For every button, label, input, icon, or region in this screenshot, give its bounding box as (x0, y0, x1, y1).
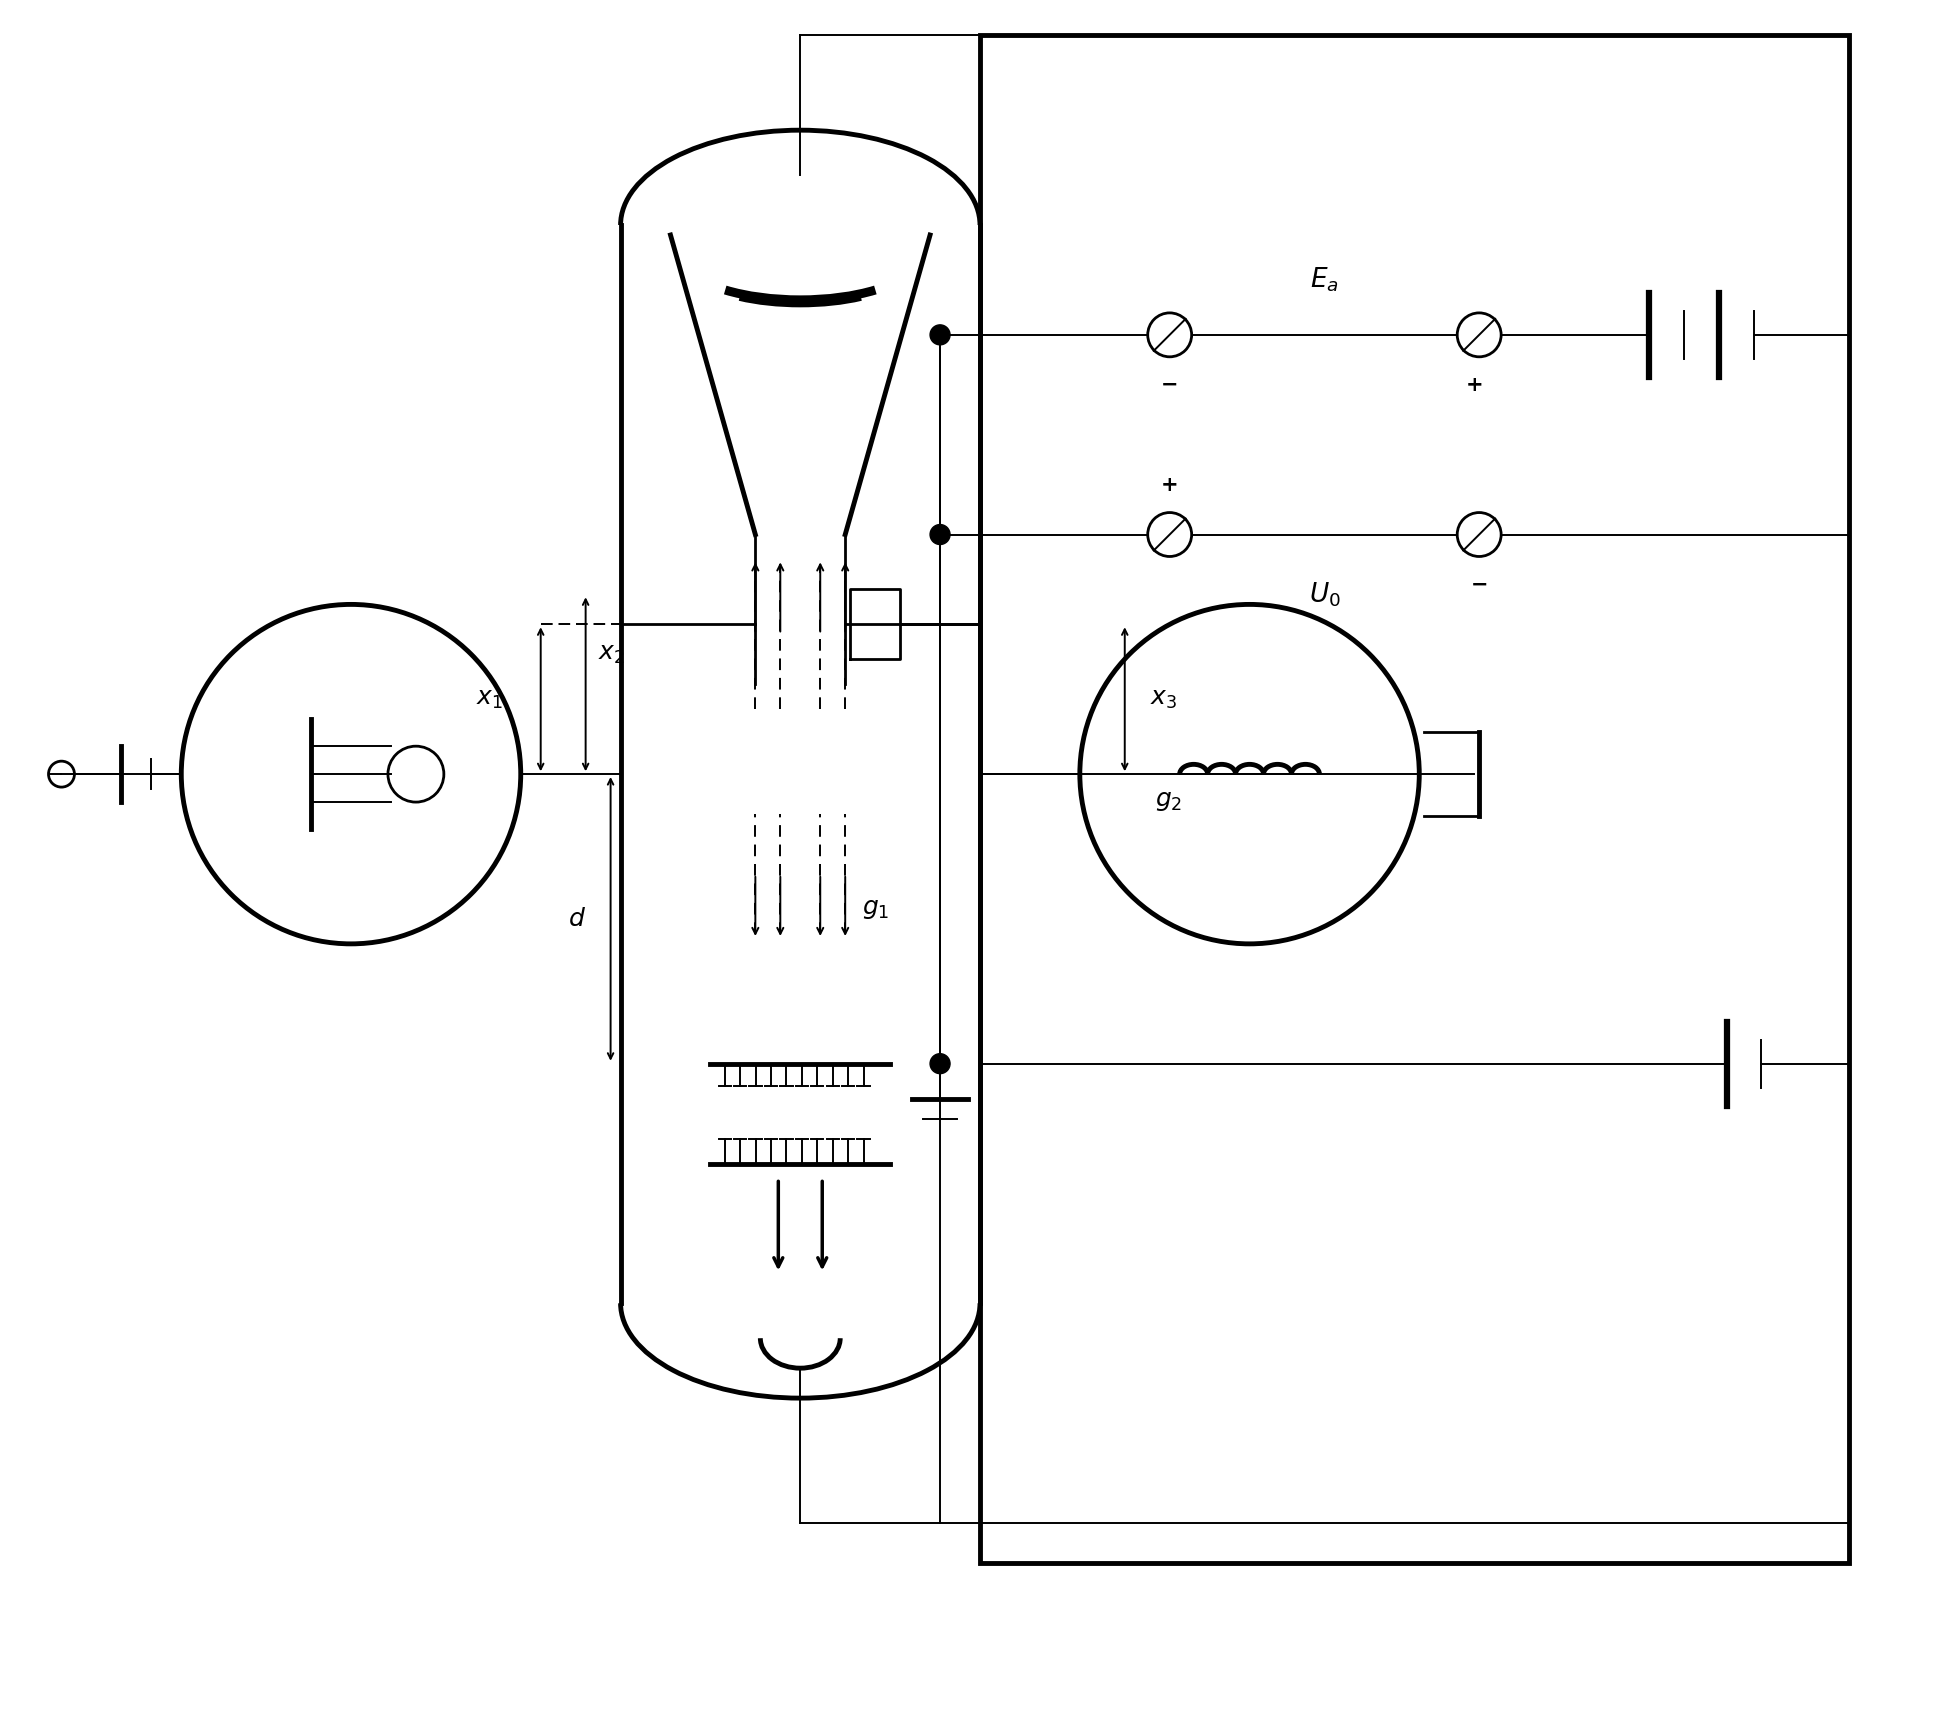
Text: −: − (1470, 574, 1488, 595)
Circle shape (931, 524, 950, 545)
Text: $U_0$: $U_0$ (1308, 579, 1340, 608)
Text: $g_1$: $g_1$ (863, 896, 890, 920)
Circle shape (931, 326, 950, 345)
Text: $g_2$: $g_2$ (1155, 788, 1182, 812)
Text: $d$: $d$ (569, 907, 586, 931)
Text: $E_a$: $E_a$ (1310, 266, 1340, 295)
Text: +: + (1160, 475, 1178, 495)
Text: +: + (1466, 375, 1484, 394)
Bar (979, 36, 1848, 1563)
Text: $x_3$: $x_3$ (1151, 687, 1176, 711)
Text: −: − (1160, 375, 1178, 394)
Text: $x_2$: $x_2$ (598, 643, 625, 667)
Text: $x_1$: $x_1$ (475, 687, 502, 711)
Circle shape (931, 1054, 950, 1073)
